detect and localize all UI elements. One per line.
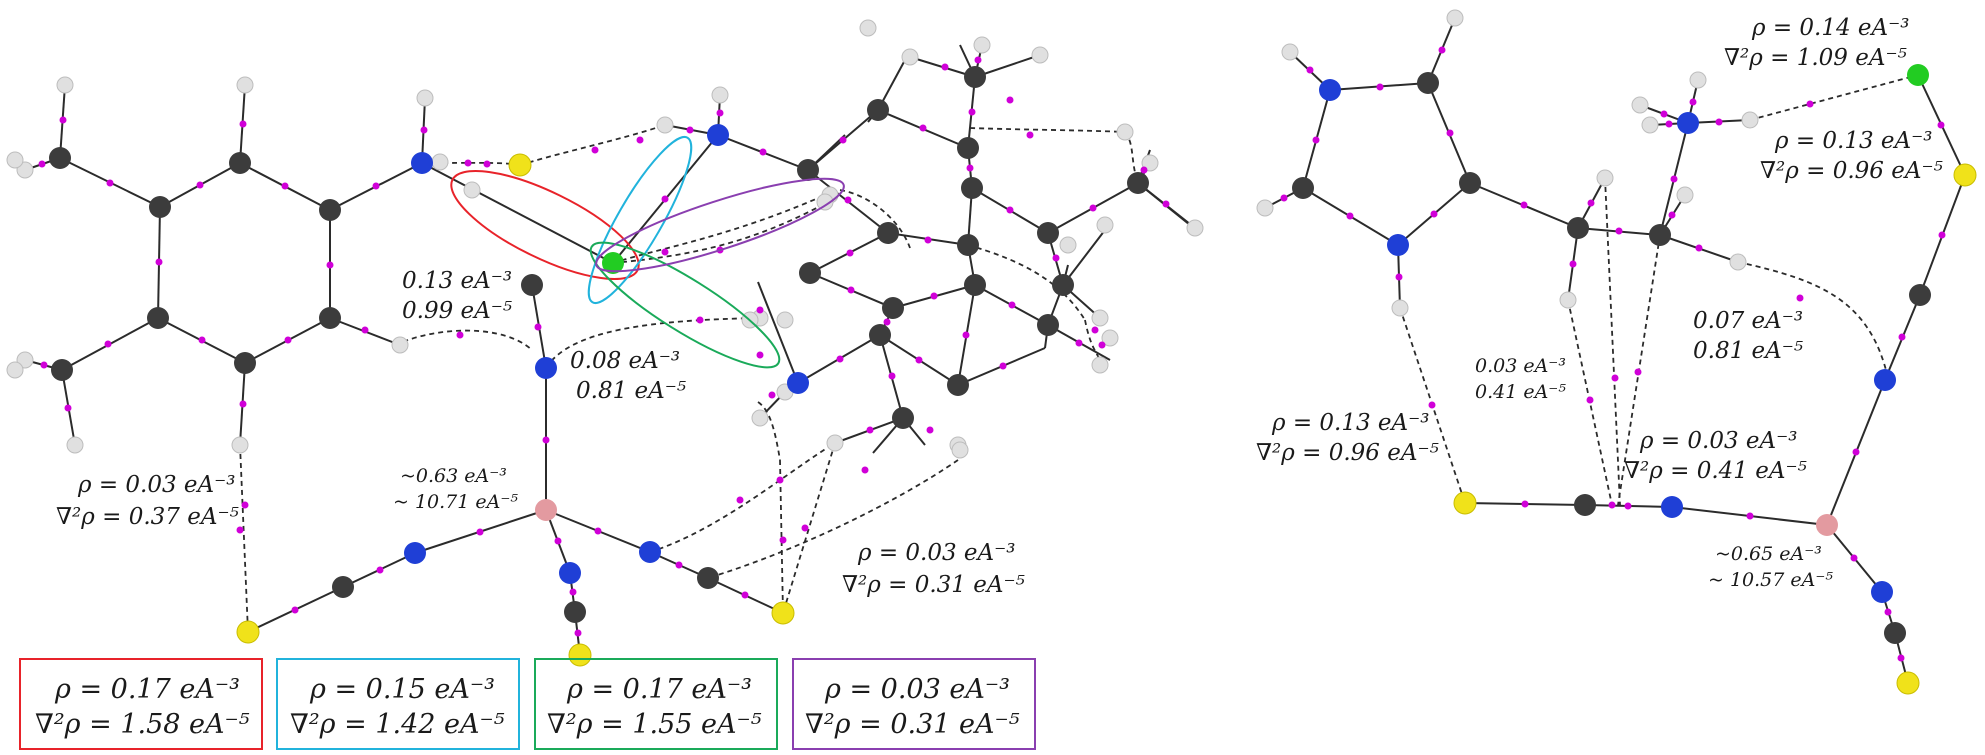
ellipse-purple bbox=[595, 177, 845, 273]
right-bonds bbox=[1264, 17, 1966, 684]
annot-right-b-line2: ∇²ρ = 0.96 eA⁻⁵ bbox=[1760, 158, 1943, 184]
annot-right-d-line2: 0.41 eA⁻⁵ bbox=[1475, 381, 1566, 403]
box-purple bbox=[792, 658, 1036, 750]
box-green-line1: ρ = 0.17 eA⁻³ bbox=[566, 674, 752, 705]
left-atoms bbox=[6, 19, 1204, 667]
box-red-line2: ∇²ρ = 1.58 eA⁻⁵ bbox=[35, 709, 250, 740]
annot-right-f-line1: ρ = 0.03 eA⁻³ bbox=[1639, 428, 1798, 454]
box-cyan-line1: ρ = 0.15 eA⁻³ bbox=[309, 674, 495, 705]
annot-right-g-line1: ~0.65 eA⁻³ bbox=[1715, 543, 1822, 565]
right-h-bonds bbox=[1399, 74, 1919, 506]
annot-left-e-line1: ρ = 0.03 eA⁻³ bbox=[857, 540, 1016, 566]
box-cyan bbox=[276, 658, 520, 750]
annot-left-a-line2: 0.99 eA⁻⁵ bbox=[402, 298, 512, 324]
annot-right-f-line2: ∇²ρ = 0.41 eA⁻⁵ bbox=[1624, 458, 1807, 484]
left-bcps bbox=[38, 56, 1170, 637]
ellipse-cyan bbox=[587, 135, 693, 305]
right-annotations: ρ = 0.14 eA⁻³ ∇²ρ = 1.09 eA⁻⁵ ρ = 0.13 e… bbox=[1256, 15, 1943, 591]
annot-right-c-line2: 0.81 eA⁻⁵ bbox=[1693, 338, 1803, 364]
annot-right-a-line2: ∇²ρ = 1.09 eA⁻⁵ bbox=[1724, 45, 1907, 71]
box-cyan-line2: ∇²ρ = 1.42 eA⁻⁵ bbox=[290, 709, 505, 740]
box-green bbox=[534, 658, 778, 750]
annot-left-d-line2: ∇²ρ = 0.37 eA⁻⁵ bbox=[56, 504, 239, 530]
annot-right-c-line1: 0.07 eA⁻³ bbox=[1693, 308, 1803, 334]
legend-boxes: ρ = 0.17 eA⁻³ ∇²ρ = 1.58 eA⁻⁵ ρ = 0.15 e… bbox=[19, 658, 1036, 750]
ellipse-green bbox=[589, 241, 781, 369]
annot-right-e-line2: ∇²ρ = 0.96 eA⁻⁵ bbox=[1256, 440, 1439, 466]
right-atoms bbox=[1256, 9, 1977, 695]
right-bcps bbox=[1280, 46, 1946, 662]
annot-right-e-line1: ρ = 0.13 eA⁻³ bbox=[1271, 410, 1430, 436]
annot-left-e-line2: ∇²ρ = 0.31 eA⁻⁵ bbox=[842, 572, 1025, 598]
left-annotations: 0.13 eA⁻³ 0.99 eA⁻⁵ 0.08 eA⁻³ 0.81 eA⁻⁵ … bbox=[56, 268, 1025, 598]
box-purple-line2: ∇²ρ = 0.31 eA⁻⁵ bbox=[805, 709, 1020, 740]
box-red bbox=[19, 658, 263, 750]
annot-right-d-line1: 0.03 eA⁻³ bbox=[1475, 355, 1566, 377]
box-green-line2: ∇²ρ = 1.55 eA⁻⁵ bbox=[547, 709, 762, 740]
annot-right-b-line1: ρ = 0.13 eA⁻³ bbox=[1774, 128, 1933, 154]
annot-right-a-line1: ρ = 0.14 eA⁻³ bbox=[1751, 15, 1910, 41]
annot-right-g-line2: ~ 10.57 eA⁻⁵ bbox=[1708, 569, 1833, 591]
highlight-ellipses bbox=[450, 135, 845, 369]
annot-left-a-line1: 0.13 eA⁻³ bbox=[402, 268, 512, 294]
annot-left-b-line2: 0.81 eA⁻⁵ bbox=[576, 378, 686, 404]
annot-left-c-line1: ~0.63 eA⁻³ bbox=[400, 465, 507, 487]
box-red-line1: ρ = 0.17 eA⁻³ bbox=[54, 674, 240, 705]
annot-left-d-line1: ρ = 0.03 eA⁻³ bbox=[77, 472, 236, 498]
annot-left-b-line1: 0.08 eA⁻³ bbox=[570, 348, 680, 374]
box-purple-line1: ρ = 0.03 eA⁻³ bbox=[824, 674, 1010, 705]
annot-left-c-line2: ~ 10.71 eA⁻⁵ bbox=[393, 491, 518, 513]
